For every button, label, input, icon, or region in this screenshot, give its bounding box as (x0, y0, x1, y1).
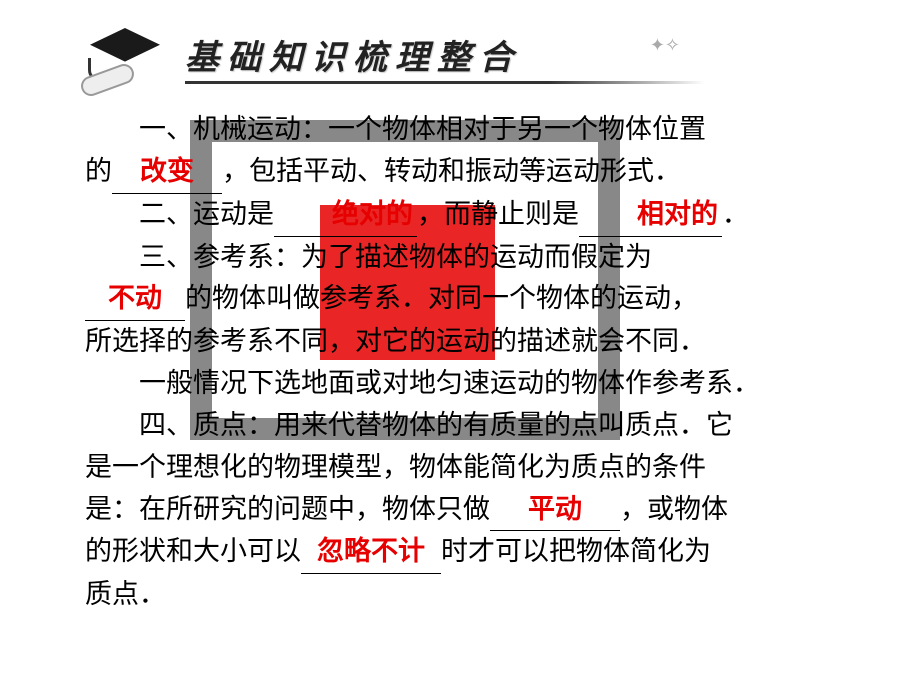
fill-translation: 平动 (524, 494, 586, 524)
title-underline (185, 81, 705, 84)
header-banner: ✦✧ 基础知识梳理整合 (0, 0, 920, 94)
para-4-line-1: 一般情况下选地面或对地匀速运动的物体作参考系． (85, 363, 850, 405)
text-p1b: 的 (85, 156, 112, 186)
text-p5e: 的形状和大小可以 (85, 536, 301, 566)
blank-negligible: 忽略不计 (301, 531, 441, 574)
fill-negligible: 忽略不计 (313, 536, 429, 566)
para-1-line-2: 的改变 ，包括平动、转动和振动等运动形式． (85, 151, 850, 194)
para-5-line-3: 是：在所研究的问题中，物体只做 平动 ，或物体 (85, 489, 850, 532)
text-p5a: 四、质点：用来代替物体的有质量的点叫质点．它 (139, 410, 733, 440)
fill-relative: 相对的 (633, 199, 722, 229)
text-p5d: ，或物体 (620, 494, 728, 524)
fill-absolute: 绝对的 (328, 199, 417, 229)
text-p5b: 是一个理想化的物理模型，物体能简化为质点的条件 (85, 452, 706, 482)
text-p1a: 一、机械运动：一个物体相对于另一个物体位置 (139, 114, 706, 144)
para-1-line-1: 一、机械运动：一个物体相对于另一个物体位置 (85, 109, 850, 151)
blank-stationary: 不动 (85, 278, 185, 321)
text-p2b: ，而静止则是 (417, 199, 579, 229)
text-p2c: ． (722, 199, 749, 229)
blank-translation: 平动 (490, 489, 620, 532)
text-p1c: ，包括平动、转动和振动等运动形式． (222, 156, 681, 186)
para-3-line-1: 三、参考系：为了描述物体的运动而假定为 (85, 237, 850, 279)
text-p3a: 三、参考系：为了描述物体的运动而假定为 (139, 242, 652, 272)
blank-relative: 相对的 (579, 194, 722, 237)
text-p5f: 时才可以把物体简化为 (441, 536, 711, 566)
blank-change: 改变 (112, 151, 222, 194)
text-p3b: 的物体叫做参考系．对同一个物体的运动， (185, 283, 698, 313)
text-p2a: 二、运动是 (139, 199, 274, 229)
para-3-line-2: 不动的物体叫做参考系．对同一个物体的运动， (85, 278, 850, 321)
page-title: 基础知识梳理整合 (185, 30, 920, 79)
text-p5g: 质点． (85, 579, 166, 609)
para-2: 二、运动是 绝对的，而静止则是 相对的． (85, 194, 850, 237)
fill-change: 改变 (136, 156, 198, 186)
fill-stationary: 不动 (104, 283, 166, 313)
text-p4: 一般情况下选地面或对地匀速运动的物体作参考系． (139, 368, 760, 398)
blank-absolute: 绝对的 (274, 194, 417, 237)
para-5-line-2: 是一个理想化的物理模型，物体能简化为质点的条件 (85, 447, 850, 489)
text-p5c: 是：在所研究的问题中，物体只做 (85, 494, 490, 524)
para-3-line-3: 所选择的参考系不同，对它的运动的描述就会不同． (85, 321, 850, 363)
sparkle-icon: ✦✧ (650, 35, 680, 56)
para-5-line-1: 四、质点：用来代替物体的有质量的点叫质点．它 (85, 405, 850, 447)
para-5-line-5: 质点． (85, 574, 850, 616)
content-body: 一、机械运动：一个物体相对于另一个物体位置 的改变 ，包括平动、转动和振动等运动形… (0, 94, 920, 616)
para-5-line-4: 的形状和大小可以忽略不计时才可以把物体简化为 (85, 531, 850, 574)
text-p3c: 所选择的参考系不同，对它的运动的描述就会不同． (85, 326, 706, 356)
